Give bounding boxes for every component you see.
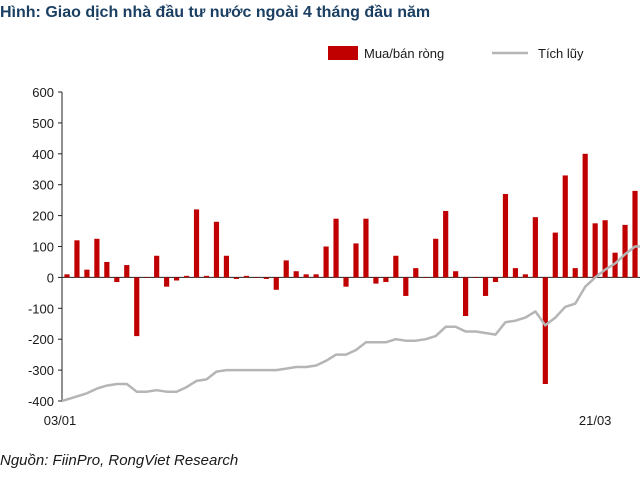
bar-mark	[263, 277, 269, 279]
y-tick-label: 200	[32, 209, 54, 224]
bar-mark	[542, 277, 548, 385]
bar-mark	[343, 277, 349, 287]
x-tick-label: 21/03	[579, 413, 612, 428]
bar-mark	[482, 277, 489, 296]
y-tick-label: -300	[28, 363, 54, 378]
bar-mark	[582, 153, 588, 278]
y-tick-label: 500	[32, 116, 54, 131]
bar-mark	[572, 268, 578, 278]
bar-mark	[353, 243, 359, 278]
bar-mark	[502, 193, 509, 278]
bar-mark	[443, 210, 449, 278]
x-tick-label: 03/01	[44, 413, 77, 428]
bar-mark	[94, 238, 100, 278]
bar-mark	[333, 218, 339, 278]
bar-mark	[213, 221, 220, 278]
bar-mark	[114, 277, 120, 283]
bar-mark	[622, 224, 628, 278]
bar-mark	[413, 268, 419, 278]
bar-mark	[84, 269, 90, 278]
cumulative-line	[61, 245, 640, 403]
y-tick-label: 600	[32, 85, 54, 100]
bar-mark	[74, 240, 80, 278]
y-tick-label: -400	[28, 394, 54, 409]
y-tick-label: 100	[32, 240, 54, 255]
bar-mark	[303, 274, 309, 278]
bar-mark	[183, 275, 190, 278]
bar-mark	[134, 277, 140, 337]
bar-mark	[492, 277, 499, 283]
bar-mark	[433, 238, 439, 278]
bar-mark	[472, 277, 479, 278]
bar-mark	[64, 274, 70, 278]
bar-mark	[463, 277, 469, 317]
bar-mark	[203, 275, 210, 278]
chart-source: Nguồn: FiinPro, RongViet Research	[0, 452, 239, 469]
y-tick-label: -200	[28, 332, 54, 347]
chart-svg: 600 500 400 300 200 100 0 -100 -200 -300 -400 03/01…	[28, 46, 640, 428]
bar-mark	[552, 232, 558, 278]
y-tick-label: 300	[32, 178, 54, 193]
bar-mark	[453, 271, 459, 278]
y-tick-label: 0	[47, 270, 54, 285]
y-tick-label: 400	[32, 147, 54, 162]
bar-mark	[253, 277, 259, 278]
bar-mark	[632, 190, 638, 278]
legend-label-line: Tích lũy	[538, 46, 584, 61]
chart-title: Hình: Giao dịch nhà đầu tư nước ngoài 4 …	[0, 4, 431, 21]
bar-mark	[233, 277, 239, 279]
bar-mark	[243, 275, 249, 278]
bar-mark	[512, 268, 519, 278]
bar-mark	[383, 277, 389, 283]
bar-mark	[104, 261, 110, 278]
bar-mark	[612, 252, 618, 278]
bar-mark	[532, 217, 538, 278]
bar-mark	[522, 274, 528, 278]
bar-mark	[363, 218, 369, 278]
bar-mark	[273, 277, 279, 290]
bar-mark	[562, 175, 568, 278]
bar-mark	[373, 277, 379, 284]
bar-mark	[393, 255, 399, 278]
bar-mark	[323, 246, 329, 278]
bar-mark	[124, 265, 130, 278]
y-tick-label: -100	[28, 301, 54, 316]
bar-mark	[283, 260, 289, 278]
bar-mark	[164, 277, 170, 287]
bar-mark	[592, 223, 598, 278]
bar-mark	[144, 277, 150, 278]
bar-mark	[602, 220, 608, 278]
bar-mark	[193, 209, 200, 278]
bar-mark	[293, 271, 299, 278]
bar-mark	[423, 277, 429, 278]
bar-mark	[223, 255, 230, 278]
bar-mark	[313, 274, 319, 278]
bar-mark	[174, 277, 180, 281]
bar-mark	[403, 277, 409, 296]
bar-mark	[154, 255, 160, 278]
legend-label-bar: Mua/bán ròng	[364, 46, 444, 61]
legend-swatch-bar	[328, 46, 358, 60]
